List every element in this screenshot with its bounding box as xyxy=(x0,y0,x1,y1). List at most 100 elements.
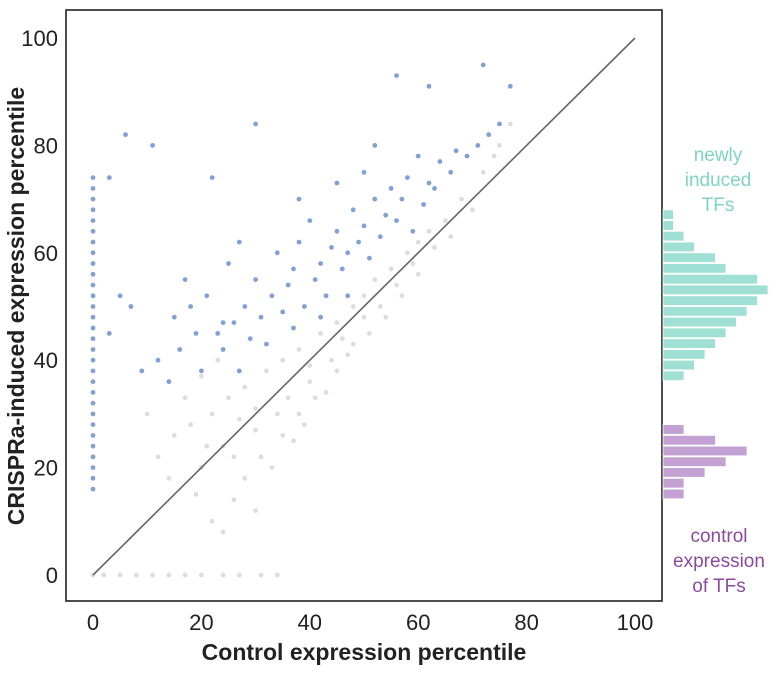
point-1-4 xyxy=(90,443,96,449)
point-1-60 xyxy=(285,282,291,288)
plot-area xyxy=(90,37,636,578)
point-0-74 xyxy=(383,314,389,320)
point-0-57 xyxy=(144,411,150,417)
point-1-55 xyxy=(253,277,258,282)
point-0-66 xyxy=(448,234,454,240)
point-0-21 xyxy=(318,331,323,336)
histogram-bar-6 xyxy=(662,445,748,457)
point-1-24 xyxy=(90,228,96,234)
point-0-64 xyxy=(410,261,416,266)
point-1-57 xyxy=(269,293,275,299)
point-1-8 xyxy=(90,400,96,406)
point-1-104 xyxy=(296,196,302,202)
point-0-9 xyxy=(236,572,242,578)
point-1-9 xyxy=(90,390,96,395)
point-1-78 xyxy=(383,212,389,218)
label-line-1: expression xyxy=(673,551,765,572)
point-0-60 xyxy=(204,443,210,449)
point-1-102 xyxy=(345,293,351,299)
point-0-18 xyxy=(280,357,286,363)
x-tick-label-20: 20 xyxy=(189,610,213,635)
point-1-33 xyxy=(209,175,215,181)
label-line-2: TFs xyxy=(702,195,735,216)
point-1-70 xyxy=(339,266,345,272)
point-1-43 xyxy=(155,357,161,363)
histogram-bar-19 xyxy=(662,306,748,317)
point-0-7 xyxy=(199,572,204,578)
point-0-65 xyxy=(432,245,437,250)
marginal-histograms xyxy=(662,209,769,500)
point-1-18 xyxy=(90,293,96,299)
point-0-6 xyxy=(182,572,188,578)
point-0-45 xyxy=(220,529,226,535)
point-1-34 xyxy=(253,121,258,127)
point-0-58 xyxy=(166,475,172,481)
point-0-8 xyxy=(220,572,226,578)
point-1-93 xyxy=(486,132,492,138)
histogram-bar-2 xyxy=(662,488,685,500)
point-1-65 xyxy=(312,277,318,282)
point-1-46 xyxy=(193,331,199,336)
point-1-69 xyxy=(334,228,340,234)
point-1-38 xyxy=(507,83,513,89)
point-1-1 xyxy=(90,475,96,481)
point-0-78 xyxy=(312,395,318,401)
point-1-92 xyxy=(475,143,481,148)
histogram-bar-17 xyxy=(662,327,727,339)
point-1-84 xyxy=(415,153,421,159)
histogram-bar-13 xyxy=(662,370,685,381)
point-1-16 xyxy=(90,314,96,320)
point-0-44 xyxy=(242,475,248,481)
point-0-79 xyxy=(296,411,302,417)
y-tick-label-0: 0 xyxy=(46,563,58,588)
histogram-bar-14 xyxy=(662,359,695,371)
point-1-62 xyxy=(296,239,302,245)
point-1-14 xyxy=(90,336,96,342)
point-0-81 xyxy=(258,454,264,460)
histogram-bar-7 xyxy=(662,434,716,446)
point-1-85 xyxy=(421,202,426,207)
x-tick-label-100: 100 xyxy=(617,610,654,635)
point-0-51 xyxy=(345,352,351,358)
series-all-genes xyxy=(90,121,513,578)
point-0-61 xyxy=(236,416,242,422)
point-1-88 xyxy=(437,159,443,164)
point-0-37 xyxy=(285,395,291,401)
point-0-46 xyxy=(253,508,258,513)
histogram-bar-4 xyxy=(662,467,706,478)
point-1-101 xyxy=(318,314,323,320)
label-line-1: induced xyxy=(685,170,752,191)
point-1-79 xyxy=(388,186,394,191)
point-1-66 xyxy=(318,261,323,266)
y-tick-label-20: 20 xyxy=(34,456,58,481)
point-1-81 xyxy=(399,196,405,202)
y-axis-title: CRISPRa-induced expression percentile xyxy=(3,87,29,525)
point-0-50 xyxy=(323,390,329,395)
point-1-20 xyxy=(90,271,96,277)
point-1-83 xyxy=(410,228,416,234)
point-0-39 xyxy=(329,357,334,363)
point-1-108 xyxy=(220,320,226,325)
point-1-7 xyxy=(90,411,96,417)
point-0-54 xyxy=(199,373,204,379)
point-0-49 xyxy=(302,422,307,427)
point-0-48 xyxy=(291,438,296,444)
point-1-74 xyxy=(361,223,367,229)
point-0-27 xyxy=(405,250,410,256)
point-0-22 xyxy=(334,320,340,325)
point-1-49 xyxy=(215,331,221,336)
point-0-77 xyxy=(334,368,340,374)
histogram-bar-22 xyxy=(662,273,758,285)
point-0-25 xyxy=(372,277,378,282)
point-1-107 xyxy=(372,143,378,148)
point-1-71 xyxy=(345,250,351,256)
point-0-17 xyxy=(264,368,269,374)
point-1-73 xyxy=(356,239,361,245)
point-0-80 xyxy=(280,433,286,438)
point-0-68 xyxy=(480,169,486,175)
point-0-4 xyxy=(150,572,156,578)
point-0-75 xyxy=(367,331,372,336)
point-0-13 xyxy=(209,411,215,417)
point-1-25 xyxy=(90,218,96,224)
point-1-35 xyxy=(394,73,399,78)
